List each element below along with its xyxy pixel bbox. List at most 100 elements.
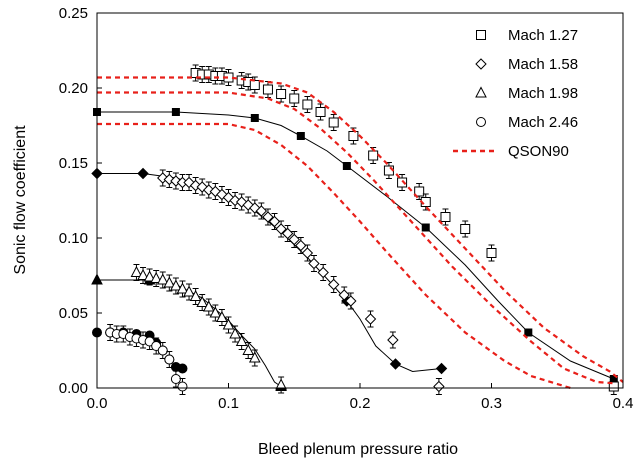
data-point	[328, 117, 339, 128]
data-point	[137, 268, 149, 280]
y-axis-title: Sonic flow coefficient	[12, 125, 29, 275]
y-tick-label: 0.15	[59, 155, 88, 172]
legend-swatch	[476, 30, 486, 40]
data-point	[301, 247, 314, 259]
legend-label: Mach 1.58	[508, 56, 578, 73]
data-point	[315, 107, 326, 117]
data-point	[486, 248, 497, 258]
data-point	[156, 273, 169, 285]
data-point	[150, 271, 163, 283]
data-point	[143, 270, 156, 282]
data-point	[262, 211, 274, 223]
data-point	[289, 93, 300, 104]
legend-item: Mach 1.98	[475, 85, 578, 102]
fit-point	[296, 132, 305, 140]
legend-swatch	[475, 58, 487, 70]
data-point	[189, 289, 202, 301]
data-point	[222, 318, 235, 330]
legend-item: Mach 1.27	[476, 27, 578, 44]
data-point	[262, 84, 273, 95]
data-point	[397, 177, 408, 188]
data-point	[242, 343, 255, 355]
series-1	[91, 167, 448, 395]
data-point	[327, 278, 340, 291]
data-point	[288, 233, 300, 246]
data-point	[209, 306, 222, 318]
series-2	[91, 264, 287, 394]
data-point	[183, 285, 195, 297]
legend-swatch	[476, 117, 486, 127]
legend-item: Mach 2.46	[476, 114, 578, 131]
data-point	[608, 381, 619, 392]
qson90-curve	[97, 76, 624, 383]
data-point	[196, 295, 209, 307]
y-tick-label: 0.20	[59, 80, 88, 97]
x-axis-title: Bleed plenum pressure ratio	[258, 441, 458, 458]
y-tick-label: 0.00	[59, 380, 88, 397]
data-point	[255, 205, 268, 217]
x-tick-label: 0.4	[613, 395, 634, 412]
fit-point	[137, 167, 149, 180]
data-point	[202, 300, 215, 312]
data-point	[414, 186, 425, 197]
data-point	[440, 212, 451, 222]
series-0	[93, 64, 619, 395]
fit-point	[171, 108, 180, 116]
data-point	[268, 215, 281, 228]
data-point	[249, 80, 260, 90]
qson90-curve	[97, 91, 617, 385]
data-point	[433, 380, 445, 393]
data-point	[170, 279, 182, 291]
fit-point	[524, 328, 533, 337]
legend: Mach 1.27 Mach 1.58 Mach 1.98 Mach 2.46 QSON…	[453, 27, 578, 160]
legend-label: QSON90	[508, 143, 569, 160]
fit-point	[177, 363, 188, 374]
legend-item: QSON90	[453, 143, 569, 160]
y-tick-label: 0.25	[59, 5, 88, 22]
fit-point	[435, 362, 448, 375]
series-4	[97, 76, 624, 390]
data-point	[170, 374, 181, 384]
qson90-curve	[97, 122, 571, 390]
legend-item: Mach 1.58	[475, 56, 578, 73]
x-tick-label: 0.0	[87, 395, 108, 412]
fit-point	[389, 358, 402, 370]
legend-label: Mach 1.98	[508, 85, 578, 102]
data-point	[281, 227, 294, 240]
data-point	[275, 378, 287, 390]
y-tick-label: 0.05	[59, 305, 88, 322]
x-tick-label: 0.3	[481, 395, 502, 412]
data-point	[368, 150, 379, 161]
data-point	[295, 239, 307, 252]
data-point	[235, 334, 248, 346]
y-tick-label: 0.10	[59, 230, 88, 247]
data-point	[275, 223, 287, 235]
data-point	[302, 99, 313, 110]
data-point	[176, 282, 189, 294]
x-tick-label: 0.1	[218, 395, 239, 412]
plot-content	[91, 64, 624, 395]
x-tick-label: 0.2	[350, 395, 371, 412]
fit-point	[421, 223, 430, 232]
data-point	[338, 289, 350, 301]
fit-point	[250, 114, 259, 122]
data-point	[177, 381, 188, 392]
data-point	[387, 334, 399, 346]
data-point	[130, 265, 143, 277]
fit-point	[342, 162, 351, 170]
data-point	[308, 257, 320, 270]
data-point	[345, 295, 357, 307]
data-point	[157, 345, 168, 356]
data-point	[164, 354, 175, 365]
legend-label: Mach 2.46	[508, 114, 578, 131]
data-point	[317, 266, 329, 279]
data-point	[163, 276, 176, 288]
series-3	[92, 324, 188, 395]
data-point	[248, 351, 261, 363]
legend-label: Mach 1.27	[508, 27, 578, 44]
data-point	[460, 224, 471, 234]
data-point	[216, 310, 228, 322]
data-point	[276, 89, 287, 99]
data-point	[229, 327, 241, 339]
